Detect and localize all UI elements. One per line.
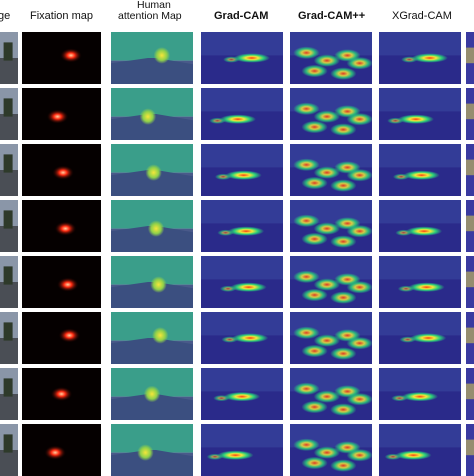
panel-r3-campp bbox=[290, 144, 372, 196]
panel-r1-campp bbox=[290, 32, 372, 84]
panel-r8-campp bbox=[290, 424, 372, 476]
header-human-attention-line2: attention Map bbox=[118, 10, 182, 22]
panel-r7-fix bbox=[22, 368, 101, 420]
panel-r7-edge bbox=[466, 368, 474, 420]
header-grad-cam-plus-plus: Grad-CAM++ bbox=[298, 10, 366, 22]
panel-r5-campp bbox=[290, 256, 372, 308]
panel-r7-cam bbox=[201, 368, 283, 420]
panel-r1-xcam bbox=[379, 32, 461, 84]
panel-r5-fix bbox=[22, 256, 101, 308]
panel-r5-xcam bbox=[379, 256, 461, 308]
panel-r5-edge bbox=[466, 256, 474, 308]
panel-r3-human bbox=[111, 144, 193, 196]
panel-r7-xcam bbox=[379, 368, 461, 420]
panel-r6-cam bbox=[201, 312, 283, 364]
panel-r3-edge bbox=[466, 144, 474, 196]
panel-r3-scene bbox=[0, 144, 18, 196]
panel-r6-campp bbox=[290, 312, 372, 364]
panel-r3-xcam bbox=[379, 144, 461, 196]
panel-r1-cam bbox=[201, 32, 283, 84]
panel-r5-scene bbox=[0, 256, 18, 308]
panel-r8-human bbox=[111, 424, 193, 476]
panel-r8-xcam bbox=[379, 424, 461, 476]
panel-r2-campp bbox=[290, 88, 372, 140]
panel-r3-cam bbox=[201, 144, 283, 196]
panel-r7-human bbox=[111, 368, 193, 420]
panel-r8-scene bbox=[0, 424, 18, 476]
panel-r7-campp bbox=[290, 368, 372, 420]
header-fixation-map: Fixation map bbox=[30, 10, 93, 22]
panel-r6-xcam bbox=[379, 312, 461, 364]
panel-r2-cam bbox=[201, 88, 283, 140]
panel-r1-fix bbox=[22, 32, 101, 84]
panel-r2-human bbox=[111, 88, 193, 140]
panel-r8-cam bbox=[201, 424, 283, 476]
header-human-attention-line1: Human bbox=[137, 0, 171, 11]
header-grad-cam: Grad-CAM bbox=[214, 10, 269, 22]
panel-r2-xcam bbox=[379, 88, 461, 140]
panel-r6-fix bbox=[22, 312, 101, 364]
panel-r6-scene bbox=[0, 312, 18, 364]
column-header-row: ge Fixation map Human attention Map Grad… bbox=[0, 0, 474, 24]
panel-r7-scene bbox=[0, 368, 18, 420]
panel-r1-edge bbox=[466, 32, 474, 84]
panel-r6-human bbox=[111, 312, 193, 364]
panel-r4-fix bbox=[22, 200, 101, 252]
panel-r4-human bbox=[111, 200, 193, 252]
panel-r8-fix bbox=[22, 424, 101, 476]
panel-r2-scene bbox=[0, 88, 18, 140]
header-image: ge bbox=[0, 10, 11, 22]
panel-r4-xcam bbox=[379, 200, 461, 252]
panel-r2-fix bbox=[22, 88, 101, 140]
results-grid bbox=[0, 28, 474, 476]
panel-r1-scene bbox=[0, 32, 18, 84]
panel-r5-human bbox=[111, 256, 193, 308]
panel-r4-campp bbox=[290, 200, 372, 252]
panel-r4-cam bbox=[201, 200, 283, 252]
panel-r1-human bbox=[111, 32, 193, 84]
panel-r4-scene bbox=[0, 200, 18, 252]
header-xgrad-cam: XGrad-CAM bbox=[392, 10, 452, 22]
panel-r3-fix bbox=[22, 144, 101, 196]
panel-r4-edge bbox=[466, 200, 474, 252]
panel-r5-cam bbox=[201, 256, 283, 308]
panel-r2-edge bbox=[466, 88, 474, 140]
panel-r8-edge bbox=[466, 424, 474, 476]
panel-r6-edge bbox=[466, 312, 474, 364]
